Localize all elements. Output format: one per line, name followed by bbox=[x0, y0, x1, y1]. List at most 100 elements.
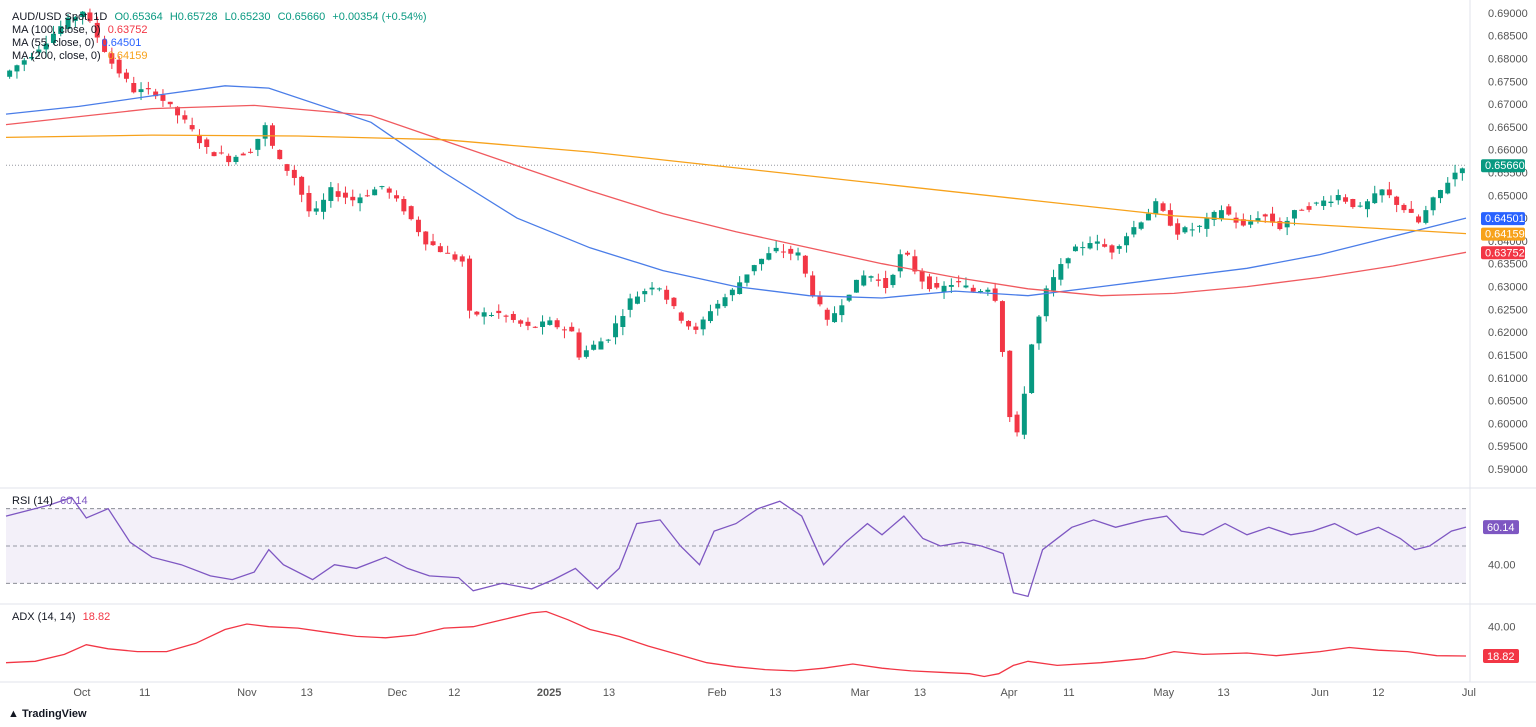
candle bbox=[50, 25, 56, 45]
candle-body bbox=[1445, 182, 1451, 194]
candle bbox=[817, 291, 823, 307]
price-tick-label: 0.69000 bbox=[1488, 8, 1528, 20]
time-axis-label: May bbox=[1153, 687, 1174, 699]
candle bbox=[905, 250, 911, 257]
candle-body bbox=[744, 274, 750, 283]
candle-body bbox=[1284, 220, 1290, 228]
rsi-legend[interactable]: RSI (14) 60.14 bbox=[12, 495, 92, 508]
candle-body bbox=[29, 56, 35, 59]
candle bbox=[7, 69, 13, 79]
symbol-label[interactable]: AUD/USD Spot, 1D bbox=[12, 11, 108, 23]
candle-body bbox=[1350, 199, 1356, 208]
price-tag-box bbox=[1481, 159, 1525, 173]
candle bbox=[1452, 164, 1458, 187]
candle-body bbox=[1226, 206, 1232, 215]
ohlc-legend: AUD/USD Spot, 1D O0.65364 H0.65728 L0.65… bbox=[12, 11, 431, 24]
candle bbox=[204, 137, 210, 154]
candle-body bbox=[627, 298, 633, 310]
candle-body bbox=[1014, 414, 1020, 433]
candle-body bbox=[941, 285, 947, 293]
candle bbox=[160, 89, 166, 107]
candle bbox=[897, 249, 903, 278]
candle bbox=[226, 153, 232, 167]
candle-body bbox=[1306, 206, 1312, 210]
candle-body bbox=[1160, 203, 1166, 211]
candle-body bbox=[1204, 218, 1210, 229]
price-tag: 0.64159 bbox=[1481, 227, 1525, 241]
rsi-label: RSI (14) bbox=[12, 495, 53, 507]
ma200-legend[interactable]: MA (200, close, 0) 0.64159 bbox=[12, 50, 151, 63]
candle bbox=[1270, 206, 1276, 227]
adx-legend[interactable]: ADX (14, 14) 18.82 bbox=[12, 611, 114, 624]
candle-body bbox=[1102, 244, 1108, 247]
tradingview-logo[interactable]: ▲ TradingView bbox=[8, 708, 87, 720]
candle bbox=[357, 193, 363, 212]
candle bbox=[1226, 203, 1232, 216]
candle bbox=[795, 247, 801, 261]
candle bbox=[605, 338, 611, 343]
candle bbox=[467, 255, 473, 319]
candle bbox=[481, 307, 487, 325]
candle-body bbox=[1131, 227, 1137, 235]
rsi-tick-label: 40.00 bbox=[1488, 560, 1516, 572]
candle bbox=[1197, 225, 1203, 233]
candle-body bbox=[846, 294, 852, 301]
candle-body bbox=[1408, 208, 1414, 213]
candle-body bbox=[737, 282, 743, 295]
candle bbox=[1072, 244, 1078, 252]
candle bbox=[751, 264, 757, 276]
candle bbox=[1313, 201, 1319, 206]
candle-body bbox=[145, 88, 151, 90]
price-tick-label: 0.65000 bbox=[1488, 190, 1528, 202]
candle-body bbox=[613, 323, 619, 338]
candle-body bbox=[386, 188, 392, 193]
candle bbox=[1386, 181, 1392, 199]
candle bbox=[700, 316, 706, 336]
candle-body bbox=[561, 329, 567, 331]
candle bbox=[1394, 195, 1400, 213]
candle bbox=[525, 317, 531, 331]
candle bbox=[196, 129, 202, 149]
candle-body bbox=[1416, 216, 1422, 223]
time-axis-label: 11 bbox=[139, 687, 150, 699]
candle bbox=[218, 145, 224, 155]
candle bbox=[248, 148, 254, 154]
candle bbox=[58, 20, 64, 37]
candle bbox=[350, 189, 356, 207]
candle bbox=[94, 16, 100, 43]
candle-body bbox=[1094, 241, 1100, 244]
price-tick-label: 0.62000 bbox=[1488, 327, 1528, 339]
candle-body bbox=[14, 65, 20, 72]
candle-body bbox=[116, 59, 122, 74]
ma55-legend[interactable]: MA (55, close, 0) 0.64501 bbox=[12, 37, 145, 50]
rsi-tag-label: 60.14 bbox=[1487, 522, 1515, 534]
candle-body bbox=[1364, 201, 1370, 210]
candle-body bbox=[131, 82, 137, 93]
candle bbox=[408, 205, 414, 221]
candle-body bbox=[1240, 219, 1246, 226]
candle-body bbox=[883, 278, 889, 288]
adx-value-tag: 18.82 bbox=[1483, 648, 1519, 663]
candle-body bbox=[335, 191, 341, 197]
candle bbox=[686, 320, 692, 330]
candle-body bbox=[321, 199, 327, 212]
candle-body bbox=[956, 281, 962, 283]
price-tag-box bbox=[1481, 246, 1525, 260]
candle bbox=[175, 106, 181, 124]
price-tag-box bbox=[1481, 212, 1525, 226]
candle bbox=[459, 254, 465, 267]
candle-body bbox=[678, 312, 684, 321]
candle bbox=[839, 299, 845, 323]
candle-body bbox=[1175, 223, 1181, 235]
candle-body bbox=[1277, 221, 1283, 230]
adx-tick-label: 40.00 bbox=[1488, 622, 1516, 634]
candle bbox=[372, 186, 378, 196]
ma100-legend[interactable]: MA (100, close, 0) 0.63752 bbox=[12, 24, 151, 37]
rsi-tag-box bbox=[1483, 520, 1519, 535]
candle-body bbox=[780, 251, 786, 253]
candle-body bbox=[1021, 393, 1027, 435]
candle-body bbox=[591, 344, 597, 350]
candle-body bbox=[1197, 225, 1203, 227]
close-value: C0.65660 bbox=[277, 11, 326, 23]
candle-body bbox=[277, 149, 283, 160]
